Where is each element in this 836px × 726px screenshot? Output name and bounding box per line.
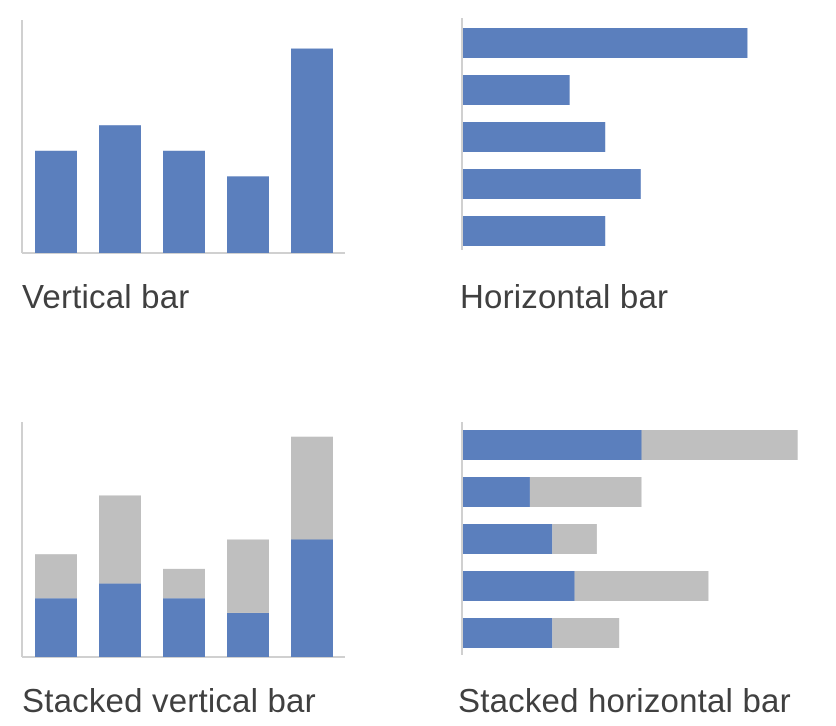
stacked-horizontal-bar-chart-plot — [461, 422, 798, 655]
bar-segment — [552, 618, 620, 648]
stacked-horizontal-bar-chart — [440, 410, 836, 665]
bar-segment — [463, 524, 553, 554]
bar-segment — [529, 477, 642, 507]
bar — [463, 216, 606, 246]
stacked-vertical-bar-caption: Stacked vertical bar — [22, 682, 316, 719]
bar-segment — [99, 495, 141, 584]
bar — [227, 176, 269, 253]
horizontal-bar-chart — [440, 0, 836, 265]
horizontal-bar-caption: Horizontal bar — [460, 278, 669, 315]
bar-segment — [641, 430, 798, 460]
bar-segment — [163, 568, 205, 599]
bar — [291, 48, 333, 253]
stacked-vertical-bar-chart — [0, 410, 420, 665]
vertical-bar-chart — [0, 0, 420, 265]
bar-segment — [163, 598, 205, 657]
vertical-bar-chart-plot — [21, 20, 345, 254]
bar-segment — [35, 598, 77, 657]
bar-segment — [227, 612, 269, 657]
stacked-vertical-bar-chart-plot — [21, 422, 345, 658]
bar-segment — [463, 618, 553, 648]
bar-segment — [291, 539, 333, 657]
bar — [163, 150, 205, 253]
bar-segment — [291, 436, 333, 540]
bar-segment — [463, 571, 575, 601]
bar-segment — [35, 554, 77, 599]
bar-segment — [463, 430, 642, 460]
bar — [463, 28, 748, 58]
vertical-bar-caption: Vertical bar — [22, 278, 190, 315]
bar — [99, 125, 141, 253]
stacked-horizontal-bar-caption: Stacked horizontal bar — [458, 682, 791, 719]
bar-segment — [574, 571, 709, 601]
bar-segment — [463, 477, 530, 507]
bar — [463, 169, 641, 199]
bar — [35, 150, 77, 253]
bar — [463, 75, 570, 105]
bar-segment — [227, 539, 269, 613]
horizontal-bar-chart-plot — [461, 18, 748, 250]
bar — [463, 122, 606, 152]
bar-segment — [552, 524, 597, 554]
bar-segment — [99, 583, 141, 657]
